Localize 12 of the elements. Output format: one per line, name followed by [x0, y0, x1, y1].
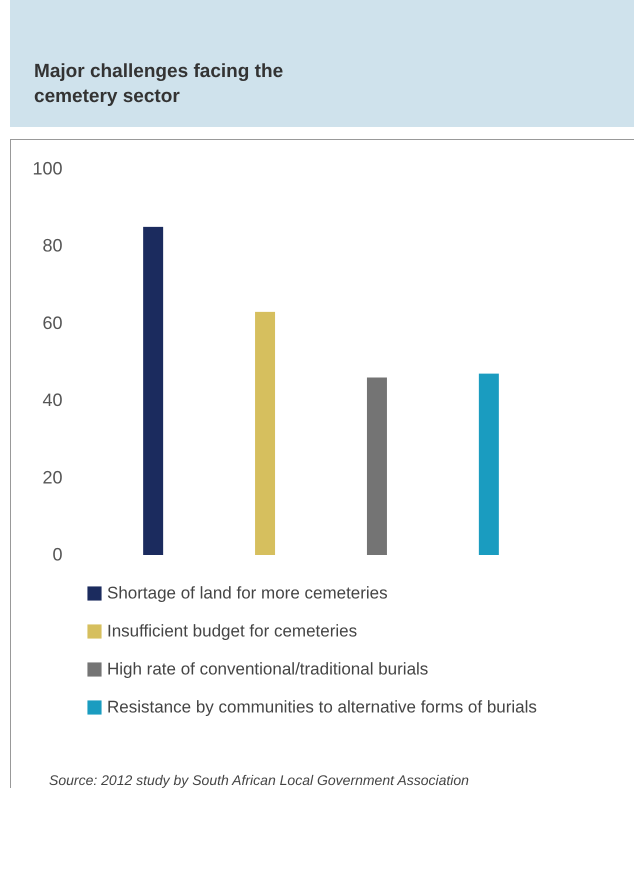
y-tick-label: 60	[42, 313, 62, 334]
y-tick-label: 80	[42, 236, 62, 256]
y-tick-label: 0	[52, 544, 62, 565]
y-tick-label: 20	[42, 468, 62, 488]
legend-label: Insufficient budget for cemeteries	[107, 622, 358, 641]
legend-label: Resistance by communities to alternative forms of burials	[107, 698, 537, 717]
legend-label: Shortage of land for more cemeteries	[107, 584, 388, 603]
legend-label: High rate of conventional/traditional burials	[107, 660, 428, 679]
y-tick-label: 100	[32, 158, 62, 179]
y-tick-label: 40	[42, 390, 62, 410]
source-note: Source: 2012 study by South African Local Government Association	[48, 771, 470, 788]
chart-title: Major challenges facing the cemetery sector	[34, 60, 284, 109]
